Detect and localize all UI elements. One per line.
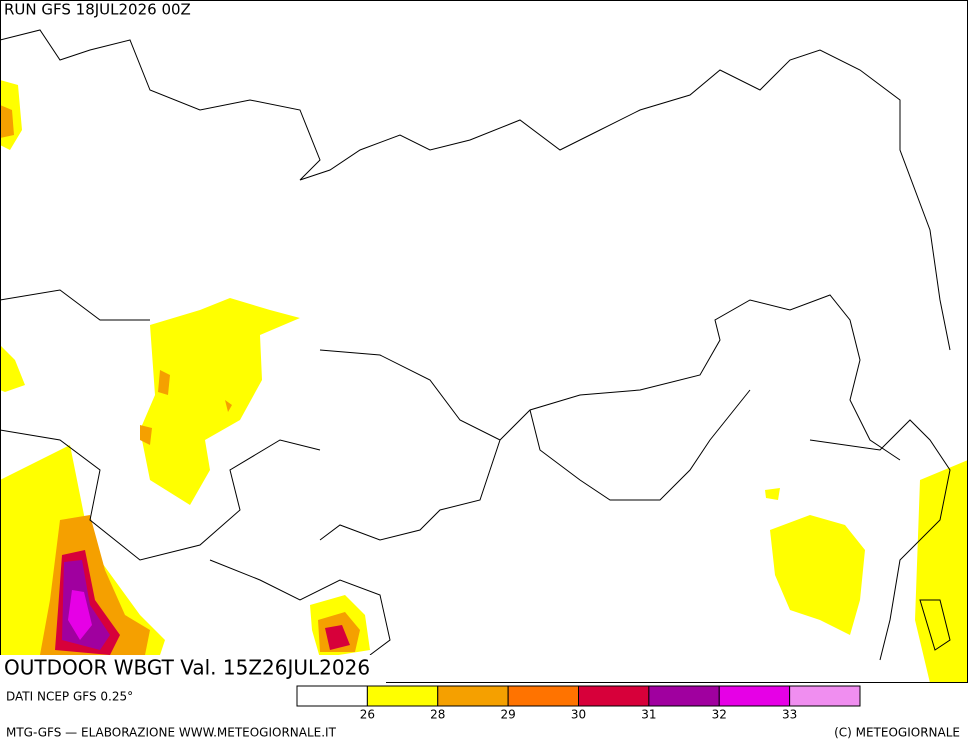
legend-tick-label: 30	[571, 708, 586, 722]
map-title: OUTDOOR WBGT Val. 15Z26JUL2026	[4, 656, 370, 680]
title-box	[0, 655, 386, 683]
legend-tick-label: 33	[782, 708, 797, 722]
field-yellow	[140, 298, 300, 505]
legend-tick-label: 26	[360, 708, 375, 722]
border	[319, 389, 751, 541]
coastline	[0, 29, 951, 351]
field-magenta	[68, 590, 92, 640]
field-red	[325, 625, 350, 650]
legend-swatch	[578, 685, 650, 707]
run-label: RUN GFS 18JUL2026 00Z	[4, 1, 191, 19]
legend-tick-label: 29	[500, 708, 515, 722]
legend-swatch	[507, 685, 579, 707]
borders	[0, 29, 951, 661]
data-source: DATI NCEP GFS 0.25°	[6, 690, 133, 704]
footer-left: MTG-GFS — ELABORAZIONE WWW.METEOGIORNALE…	[6, 726, 337, 740]
legend-tick-label: 28	[430, 708, 445, 722]
legend-tick-label: 32	[712, 708, 727, 722]
field-yellow	[765, 460, 968, 683]
legend-swatch	[718, 685, 791, 707]
legend-swatch	[296, 685, 368, 707]
border	[319, 294, 901, 461]
field-orange	[140, 370, 232, 445]
legend-swatch	[789, 685, 861, 707]
legend-swatch	[648, 685, 720, 707]
color-legend: 26 28 29 30 31 32 33	[296, 685, 861, 722]
coastline	[809, 419, 951, 661]
footer-right: (C) METEOGIORNALE	[834, 726, 960, 740]
field-yellow	[770, 515, 865, 635]
field-orange	[0, 105, 14, 138]
border	[0, 289, 391, 656]
legend-swatch	[366, 685, 439, 707]
map	[0, 29, 968, 683]
legend-tick-label: 31	[641, 708, 656, 722]
legend-swatch	[437, 685, 509, 707]
wbgt-fields	[0, 80, 968, 683]
